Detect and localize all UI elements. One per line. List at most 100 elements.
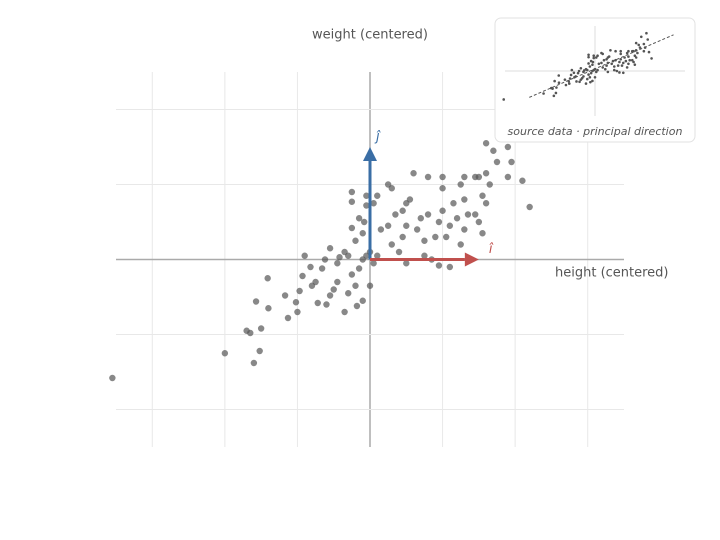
- inset-point: [619, 49, 623, 53]
- point: [384, 222, 392, 229]
- point: [388, 241, 395, 248]
- inset-point: [563, 78, 567, 81]
- point: [348, 224, 356, 232]
- inset-point: [624, 59, 628, 63]
- point: [482, 140, 490, 147]
- point: [417, 215, 424, 222]
- inset-point: [634, 41, 638, 45]
- inset-point: [502, 98, 506, 101]
- inset-point: [614, 49, 617, 53]
- point: [395, 248, 403, 256]
- point: [432, 233, 439, 241]
- inset-point: [627, 49, 630, 53]
- inset-point: [614, 58, 617, 62]
- point: [250, 359, 258, 367]
- inset-point: [552, 94, 556, 98]
- point: [399, 207, 406, 214]
- point: [341, 308, 348, 316]
- inset-point: [593, 67, 597, 71]
- inset-point: [623, 56, 626, 59]
- inset-point: [576, 71, 580, 75]
- point: [486, 181, 493, 188]
- inset-point: [577, 69, 581, 73]
- inset-point: [634, 56, 638, 59]
- point: [363, 192, 370, 199]
- point: [424, 211, 432, 218]
- point: [374, 192, 381, 199]
- point: [424, 173, 432, 181]
- point: [475, 218, 483, 226]
- point: [352, 237, 359, 244]
- inset-point: [602, 58, 606, 62]
- point: [336, 254, 343, 261]
- point: [330, 286, 337, 293]
- point: [384, 181, 392, 188]
- inset-point: [639, 35, 643, 39]
- point: [355, 265, 363, 272]
- vector-label: ĵ: [374, 130, 381, 145]
- inset-point: [567, 82, 571, 85]
- point: [446, 222, 454, 229]
- point: [479, 192, 486, 199]
- inset-point: [605, 58, 608, 61]
- point: [352, 282, 359, 289]
- point: [450, 200, 457, 207]
- inset-point: [637, 43, 641, 47]
- point: [461, 173, 468, 181]
- point: [482, 200, 490, 207]
- point: [109, 374, 116, 382]
- inset-point: [619, 52, 623, 56]
- inset-point: [592, 56, 596, 60]
- point: [490, 147, 497, 154]
- inset-point: [625, 51, 629, 55]
- inset-point: [619, 58, 623, 61]
- point: [355, 215, 363, 222]
- point: [359, 297, 366, 304]
- inset-point: [643, 46, 647, 49]
- point: [256, 347, 263, 355]
- inset-point: [645, 31, 648, 35]
- x-axis-label: height (centered): [555, 266, 669, 281]
- point: [299, 272, 306, 280]
- inset-point: [621, 61, 625, 65]
- inset-point: [587, 55, 590, 59]
- inset-point: [592, 54, 596, 57]
- inset-point: [627, 62, 630, 66]
- inset-point: [587, 53, 590, 57]
- point: [370, 260, 377, 267]
- inset-point: [579, 67, 583, 70]
- inset-point: [615, 69, 619, 73]
- inset-point: [591, 79, 594, 83]
- inset-point: [647, 50, 651, 54]
- inset-point: [636, 51, 639, 55]
- inset-point: [593, 76, 597, 79]
- point: [482, 170, 490, 177]
- inset-point: [632, 60, 635, 64]
- inset-point: [616, 64, 620, 67]
- inset-caption: source data · principal direction: [508, 125, 683, 138]
- inset-point: [612, 65, 616, 68]
- point: [363, 202, 370, 209]
- inset-point: [542, 92, 545, 95]
- point: [504, 173, 512, 181]
- inset-point: [568, 77, 572, 80]
- inset-point: [633, 54, 637, 57]
- point: [439, 207, 446, 214]
- point: [457, 181, 464, 188]
- point: [321, 256, 329, 263]
- inset-point: [553, 79, 556, 83]
- point: [421, 252, 428, 259]
- point: [435, 218, 443, 226]
- principal-direction: [529, 34, 674, 98]
- inset-point: [594, 70, 598, 74]
- arrow-head: [363, 147, 377, 161]
- inset-point: [606, 56, 610, 59]
- point: [296, 287, 303, 295]
- point: [457, 241, 464, 248]
- point: [301, 252, 308, 259]
- point: [348, 271, 356, 278]
- point: [435, 262, 443, 269]
- inset-point: [582, 75, 585, 78]
- point: [334, 260, 341, 267]
- point: [526, 203, 533, 211]
